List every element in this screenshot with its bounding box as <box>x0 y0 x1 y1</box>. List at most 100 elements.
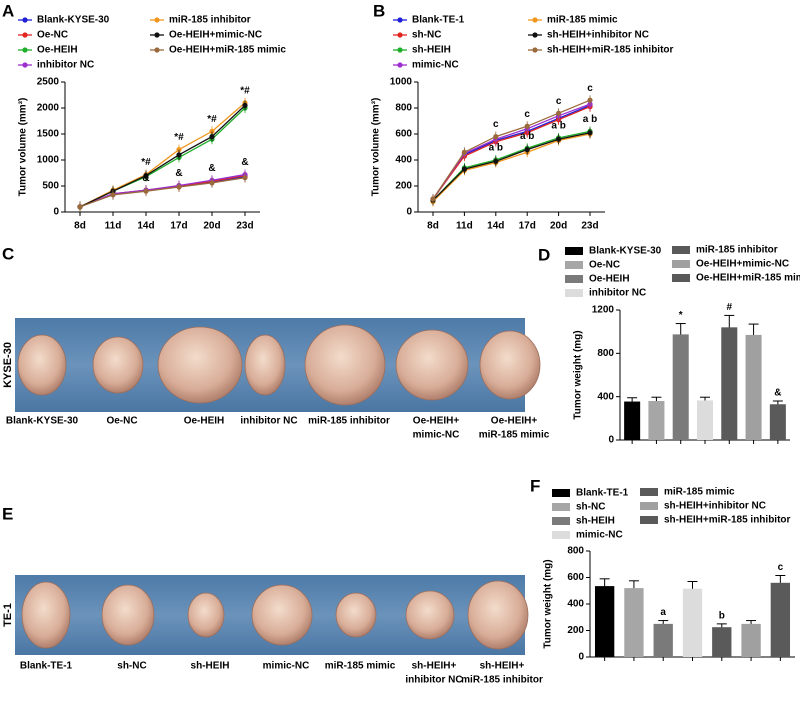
annotation: a b <box>551 121 565 132</box>
x-tick-label: 17d <box>170 221 187 232</box>
caption: Blank-TE-1 <box>20 661 73 672</box>
legend-label: Blank-KYSE-30 <box>589 246 662 257</box>
legend-swatch <box>672 246 690 254</box>
y-tick-label: 1200 <box>592 305 615 316</box>
x-tick-label: 14d <box>487 221 504 232</box>
y-tick-label: 0 <box>406 207 412 218</box>
point <box>242 175 248 181</box>
caption: Oe-HEIH+ <box>413 416 460 427</box>
point <box>209 134 215 140</box>
legend-marker <box>532 47 538 53</box>
point <box>524 123 530 129</box>
point <box>587 97 593 103</box>
legend-label: mimic-NC <box>412 60 459 71</box>
tumor <box>21 581 71 649</box>
legend-label: Oe-HEIH+miR-185 mimic <box>169 45 286 56</box>
caption: mimic-NC <box>413 430 460 441</box>
point <box>110 192 116 198</box>
series-line <box>79 174 246 208</box>
tumor <box>187 592 225 638</box>
tumor <box>17 334 67 396</box>
legend-marker <box>22 62 28 68</box>
tumor <box>479 330 541 400</box>
caption: sh-HEIH+ <box>480 661 525 672</box>
y-tick-label: 2000 <box>37 103 60 114</box>
legend-label: mimic-NC <box>576 530 623 541</box>
legend-swatch <box>565 289 583 297</box>
tumor <box>244 334 286 396</box>
legend-label: sh-NC <box>576 502 605 513</box>
y-axis-label: Tumor volume (mm³) <box>18 98 29 197</box>
panel-label: F <box>530 476 540 495</box>
annotation: *# <box>240 85 250 96</box>
legend-label: miR-185 mimic <box>547 15 618 26</box>
legend-label: miR-185 mimic <box>664 487 735 498</box>
annotation: *# <box>207 114 217 125</box>
legend-label: Oe-HEIH+mimic-NC <box>169 30 262 41</box>
caption: Blank-KYSE-30 <box>6 416 79 427</box>
legend-label: Oe-HEIH+miR-185 mimic <box>696 273 800 284</box>
point <box>77 204 83 210</box>
annotation: & <box>175 168 182 179</box>
annotation: a b <box>489 143 503 154</box>
caption: miR-185 inhibitor <box>308 416 390 427</box>
caption: sh-NC <box>117 661 146 672</box>
tumor <box>405 590 455 640</box>
caption: Oe-HEIH+ <box>491 416 538 427</box>
legend-label: Blank-TE-1 <box>412 15 465 26</box>
legend-label: sh-HEIH+inhibitor NC <box>547 30 649 41</box>
bar <box>741 623 761 657</box>
annotation: c <box>524 109 530 120</box>
legend-swatch <box>565 261 583 269</box>
annotation: *# <box>141 157 151 168</box>
annotation: c <box>493 119 499 130</box>
annotation: & <box>208 163 215 174</box>
tumor <box>157 326 243 404</box>
legend-marker <box>397 32 403 38</box>
legend-swatch <box>552 531 570 539</box>
bar <box>594 586 615 657</box>
x-tick-label: 11d <box>105 221 122 232</box>
annotation: & <box>774 388 781 399</box>
panel-label: B <box>373 1 385 20</box>
point <box>556 110 562 116</box>
point <box>176 184 182 190</box>
point <box>461 166 467 172</box>
legend-marker <box>22 32 28 38</box>
point <box>209 180 215 186</box>
point <box>556 136 562 142</box>
tumor <box>467 580 529 650</box>
legend-label: Oe-HEIH <box>37 45 78 56</box>
bar <box>769 404 786 440</box>
annotation: *# <box>174 132 184 143</box>
y-axis-label: Tumor weight (mg) <box>543 559 554 648</box>
point <box>430 196 436 202</box>
caption: inhibitor NC <box>405 675 462 686</box>
x-tick-label: 20d <box>203 221 220 232</box>
caption: miR-185 mimic <box>479 430 550 441</box>
caption: Oe-NC <box>106 416 137 427</box>
legend-marker <box>154 32 160 38</box>
y-tick-label: 400 <box>567 599 584 610</box>
legend-swatch <box>552 517 570 525</box>
bar <box>745 334 762 440</box>
annotation: * <box>679 310 683 321</box>
panel-label: E <box>2 504 13 523</box>
y-tick-label: 200 <box>567 625 584 636</box>
annotation: a <box>660 607 666 618</box>
point <box>143 173 149 179</box>
legend-label: sh-HEIH+miR-185 inhibitor <box>664 515 791 526</box>
legend-swatch <box>552 489 570 497</box>
point <box>524 147 530 153</box>
legend-swatch <box>565 247 583 255</box>
point <box>587 130 593 136</box>
legend-marker <box>397 62 403 68</box>
caption: mimic-NC <box>263 661 310 672</box>
annotation: c <box>778 562 784 573</box>
legend-label: Blank-KYSE-30 <box>37 15 110 26</box>
legend-marker <box>22 17 28 23</box>
side-label: TE-1 <box>2 603 14 627</box>
bar <box>648 401 665 440</box>
series-line <box>432 104 591 200</box>
x-tick-label: 23d <box>236 221 253 232</box>
